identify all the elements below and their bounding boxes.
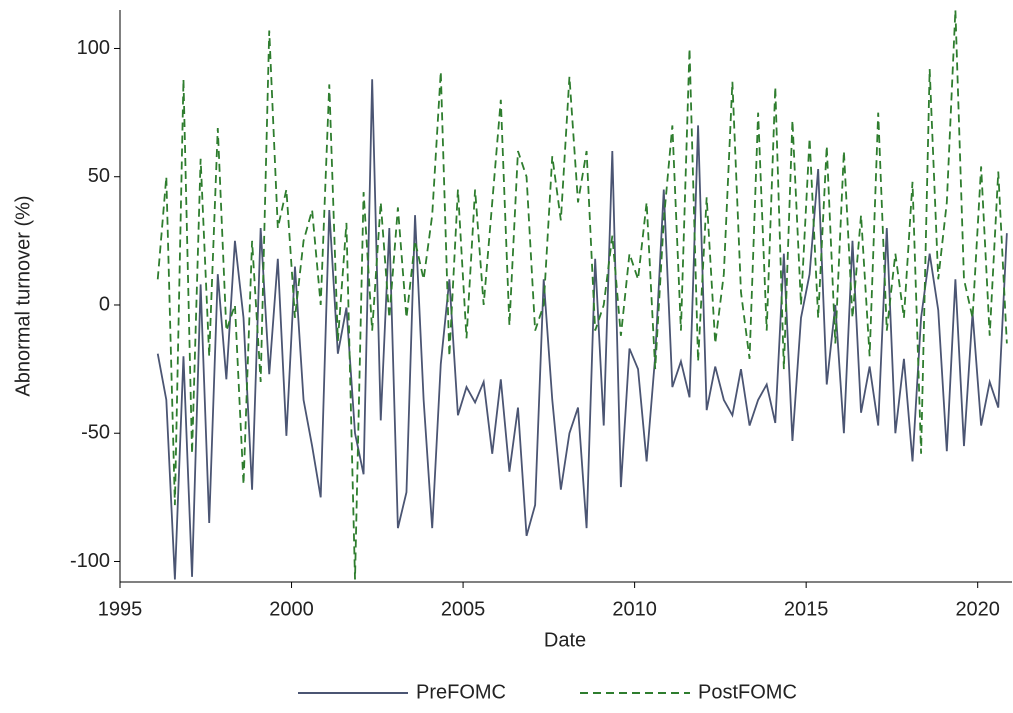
x-tick-label: 2000 (269, 598, 314, 620)
series-line (156, 9, 1008, 580)
series-line (156, 79, 1008, 580)
x-tick-label: 2005 (441, 598, 486, 620)
x-tick-label: 2020 (955, 598, 1000, 620)
legend-label: PreFOMC (416, 681, 506, 703)
y-axis-label: Abnormal turnover (%) (12, 195, 34, 396)
y-tick-label: -50 (81, 422, 110, 444)
x-tick-label: 2010 (612, 598, 657, 620)
y-tick-label: 50 (88, 165, 110, 187)
x-axis-label: Date (544, 629, 586, 651)
y-tick-label: 100 (77, 37, 110, 59)
y-tick-label: -100 (70, 550, 110, 572)
y-tick-label: 0 (99, 293, 110, 315)
x-tick-label: 1995 (98, 598, 143, 620)
legend-label: PostFOMC (698, 681, 797, 703)
x-tick-label: 2015 (784, 598, 829, 620)
